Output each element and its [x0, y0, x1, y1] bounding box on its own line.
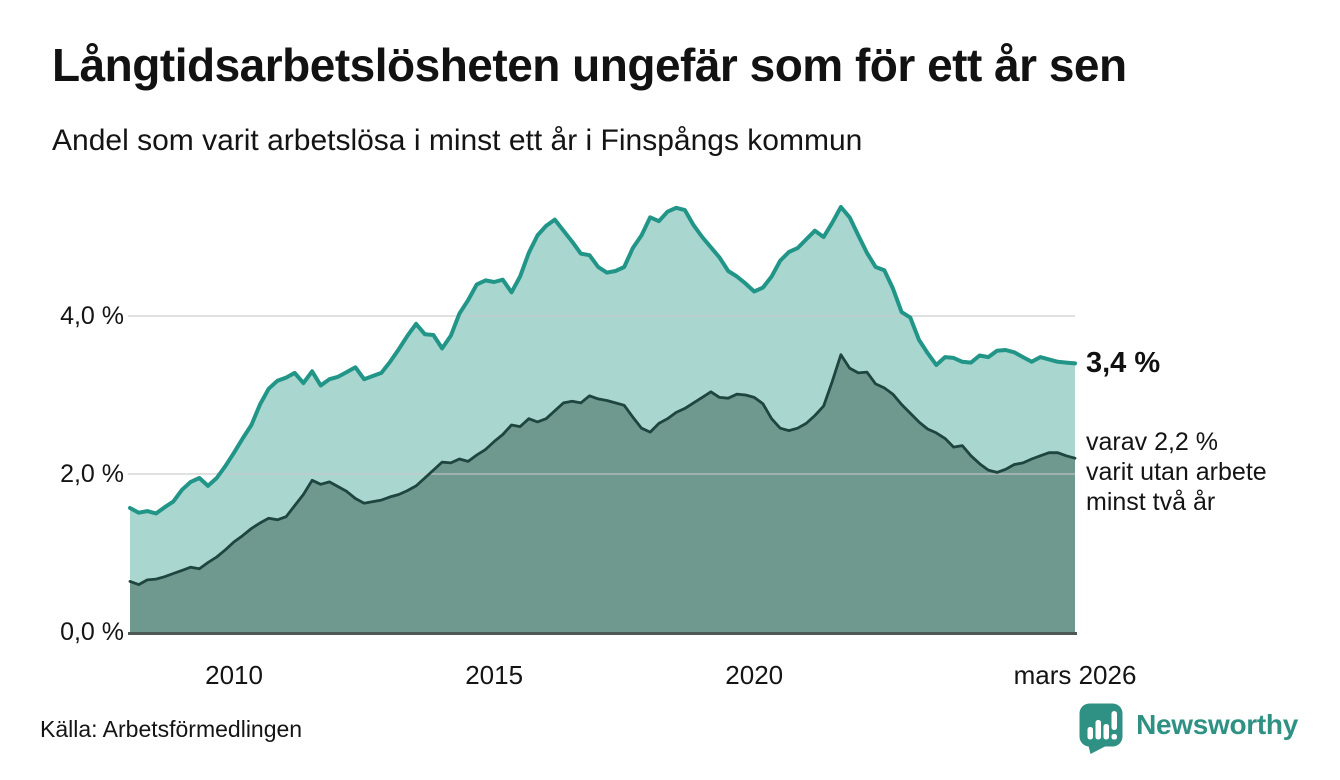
page-title: Långtidsarbetslösheten ungefär som för e…	[52, 39, 1127, 91]
annotation-two-years: varav 2,2 % varit utan arbete minst två …	[1086, 427, 1267, 517]
minst-tva-ar-line	[128, 353, 1077, 586]
annotation-two-years-line3: minst två år	[1086, 488, 1216, 516]
newsworthy-wordmark: Newsworthy	[1136, 709, 1298, 740]
x-tick-label-mars-2026: mars 2026	[1013, 660, 1137, 690]
y-tick-label-0: 0,0 %	[60, 618, 124, 646]
minst-ett-ar-area	[130, 207, 1075, 632]
annotation-latest-total: 3,4 %	[1086, 347, 1161, 379]
page-subtitle: Andel som varit arbetslösa i minst ett å…	[52, 124, 863, 157]
y-tick-label-2: 2,0 %	[60, 460, 124, 488]
y-tick-label-4: 4,0 %	[60, 302, 124, 330]
annotation-two-years-line1: varav 2,2 %	[1086, 428, 1219, 456]
x-tick-label-2010: 2010	[205, 660, 263, 690]
source-label: Källa: Arbetsförmedlingen	[40, 716, 303, 742]
minst-ett-ar-line	[128, 205, 1077, 516]
annotation-two-years-line2: varit utan arbete	[1086, 458, 1267, 486]
minst-tva-ar-area	[130, 354, 1075, 632]
newsworthy-bubble-chart-icon	[1079, 703, 1123, 754]
x-tick-label-2020: 2020	[725, 660, 784, 690]
x-tick-label-2015: 2015	[465, 660, 524, 690]
newsworthy-logo: Newsworthy	[1078, 702, 1298, 754]
